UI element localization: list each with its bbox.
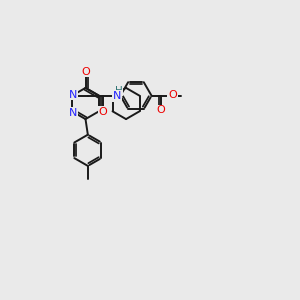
Text: O: O (157, 106, 165, 116)
Text: N: N (69, 107, 77, 118)
Text: O: O (81, 67, 90, 76)
Text: O: O (99, 107, 108, 117)
Text: N: N (113, 91, 122, 101)
Text: H: H (115, 85, 123, 96)
Text: N: N (69, 89, 77, 100)
Text: O: O (168, 89, 177, 100)
